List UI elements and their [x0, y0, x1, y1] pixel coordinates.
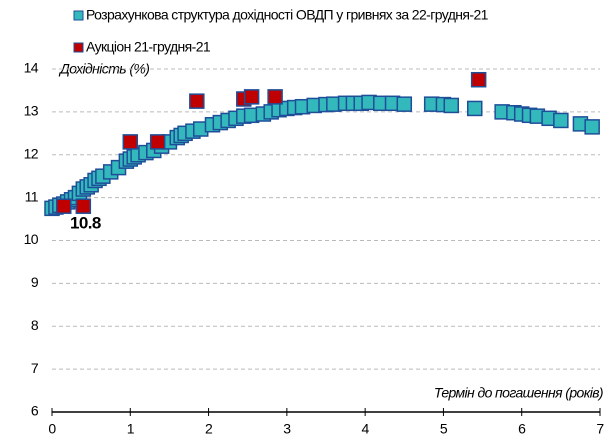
y-tick-label: 13	[24, 103, 39, 119]
legend-swatch	[73, 42, 84, 53]
y-tick-label: 7	[31, 360, 39, 376]
x-axis-label: Термін до погашення (років)	[434, 385, 603, 401]
x-tick-label: 6	[518, 421, 526, 437]
point	[243, 89, 260, 105]
point	[267, 89, 283, 105]
legend-swatch	[73, 10, 84, 21]
x-tick-label: 7	[596, 421, 604, 437]
point	[55, 198, 72, 214]
point	[149, 134, 166, 150]
point	[466, 100, 483, 117]
point	[396, 96, 413, 112]
x-tick-label: 4	[362, 421, 370, 437]
point	[75, 198, 92, 214]
point	[584, 119, 600, 135]
y-tick-label: 6	[31, 403, 39, 419]
y-tick-label: 9	[31, 274, 39, 290]
x-tick-label: 5	[440, 421, 448, 437]
y-tick-label: 10	[24, 231, 39, 247]
y-tick-label: 12	[24, 145, 39, 161]
x-tick-label: 1	[127, 421, 135, 437]
point	[553, 112, 569, 129]
point	[443, 97, 460, 114]
point	[122, 134, 139, 150]
x-tick-label: 2	[205, 421, 213, 437]
y-tick-label: 8	[31, 317, 39, 333]
y-tick-label: 11	[25, 188, 39, 204]
legend-label: Аукціон 21-грудня-21	[86, 39, 211, 55]
annotation: 10.8	[70, 213, 101, 232]
point	[470, 71, 487, 88]
legend-label: Розрахункова структура дохідності ОВДП у…	[86, 7, 489, 23]
y-tick-label: 14	[24, 60, 39, 76]
x-tick-label: 0	[48, 421, 56, 437]
x-tick-label: 3	[283, 421, 291, 437]
point	[189, 93, 205, 109]
